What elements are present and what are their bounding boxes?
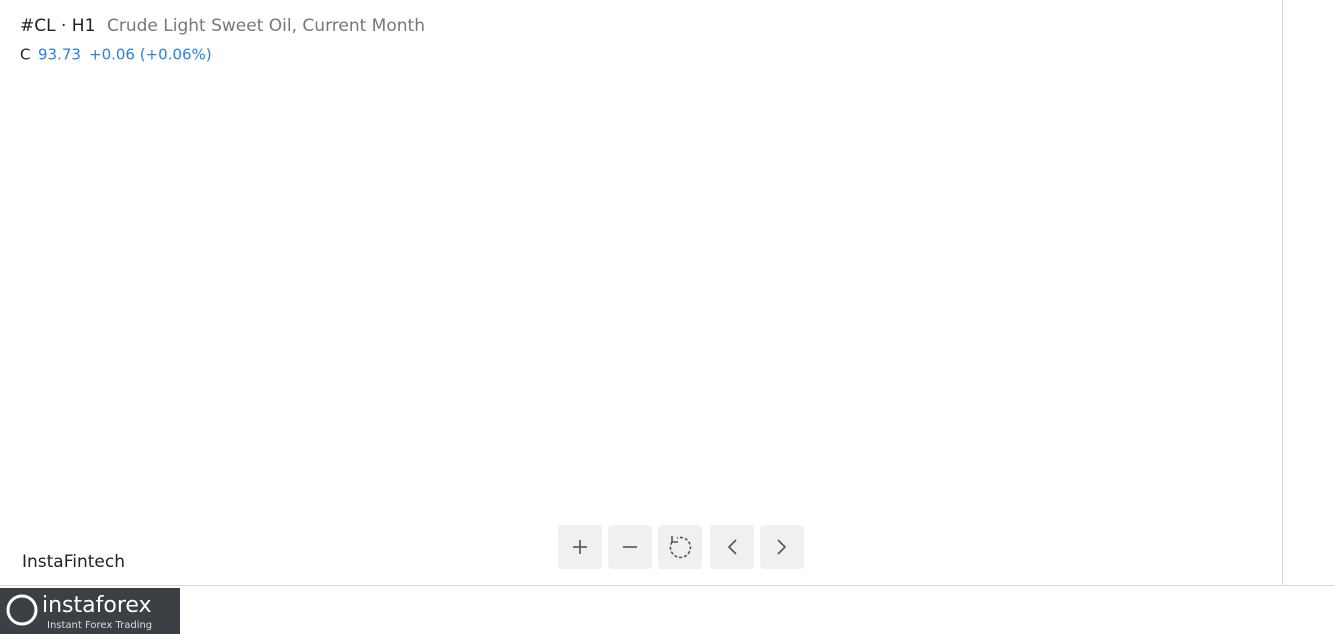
watermark: InstaFintech <box>22 552 125 572</box>
logo-icon <box>6 594 38 626</box>
logo: instaforex Instant Forex Trading <box>0 588 180 634</box>
zoom-out-button[interactable] <box>608 525 652 569</box>
change: +0.06 (+0.06%) <box>89 46 212 64</box>
toolbar <box>558 525 804 569</box>
logo-background <box>0 588 180 634</box>
close-prefix: C <box>20 46 30 64</box>
logo-tagline: Instant Forex Trading <box>47 620 152 631</box>
logo-name: instaforex <box>42 593 152 618</box>
scroll-right-button[interactable] <box>760 525 804 569</box>
scroll-left-button[interactable] <box>710 525 754 569</box>
close-value: 93.73 <box>38 46 81 64</box>
symbol: #CL · H1 <box>20 16 95 36</box>
zoom-in-button[interactable] <box>558 525 602 569</box>
instrument-name: Crude Light Sweet Oil, Current Month <box>107 16 425 36</box>
reset-button[interactable] <box>658 525 702 569</box>
